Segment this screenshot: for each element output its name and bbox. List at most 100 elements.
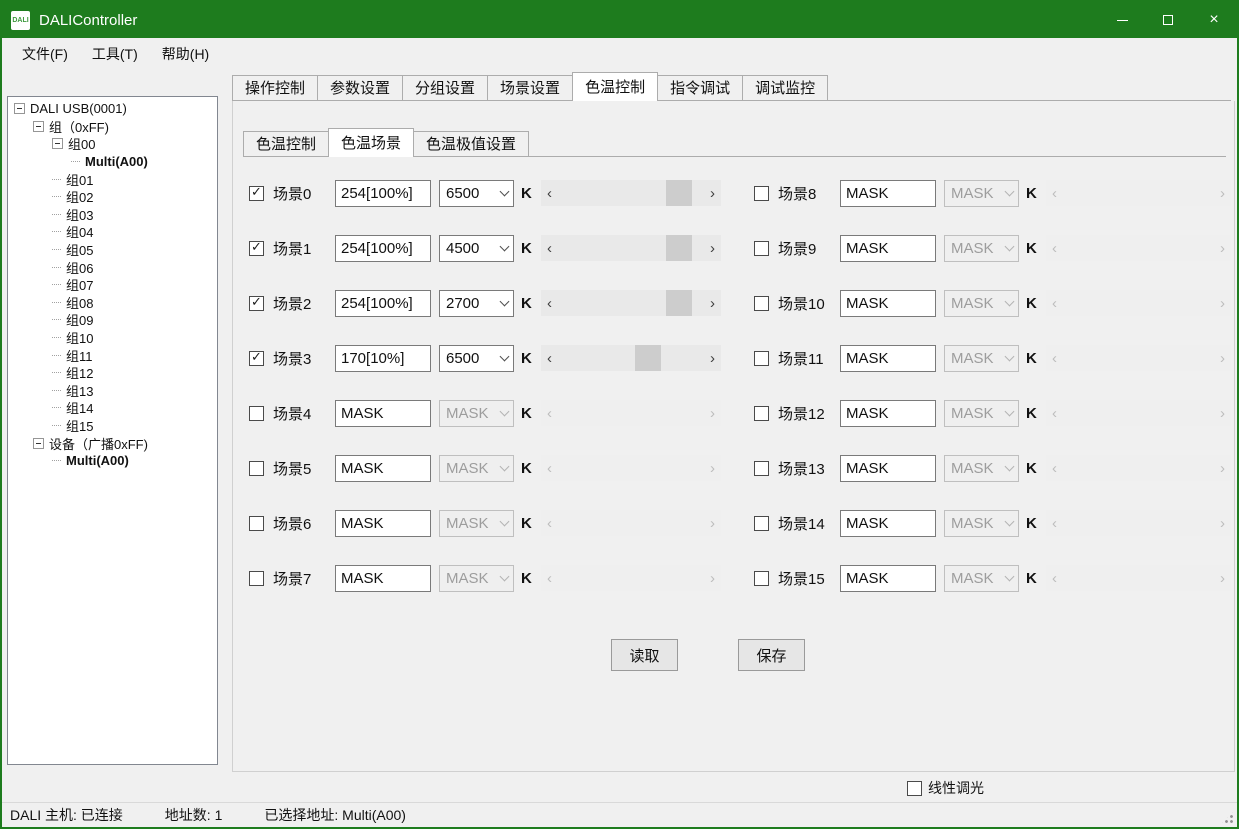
scroll-left-icon[interactable]: ‹ xyxy=(1052,404,1057,422)
subtab-色温极值设置[interactable]: 色温极值设置 xyxy=(413,131,530,156)
scroll-track[interactable] xyxy=(1063,510,1214,536)
tree-item[interactable]: 组（0xFF) xyxy=(8,118,217,136)
tab-调试监控[interactable]: 调试监控 xyxy=(742,75,829,100)
menu-item[interactable]: 工具(T) xyxy=(91,46,138,62)
scroll-left-icon[interactable]: ‹ xyxy=(1052,184,1057,202)
scroll-left-icon[interactable]: ‹ xyxy=(547,569,552,587)
scene-level-input[interactable] xyxy=(840,399,936,427)
scene-checkbox[interactable]: ✓ xyxy=(754,295,769,311)
scene-cct-dropdown[interactable]: MASK xyxy=(944,399,1019,427)
tree-item[interactable]: 组10 xyxy=(8,329,217,347)
scene-level-scrollbar[interactable]: ‹ › xyxy=(1046,565,1231,591)
scroll-track[interactable] xyxy=(1063,565,1214,591)
scroll-left-icon[interactable]: ‹ xyxy=(1052,514,1057,532)
collapse-icon[interactable] xyxy=(33,437,44,449)
scene-level-scrollbar[interactable]: ‹ › xyxy=(541,290,721,316)
scene-cct-dropdown[interactable]: 6500 xyxy=(439,344,514,372)
tree-item[interactable]: 组15 xyxy=(8,417,217,435)
scroll-thumb[interactable] xyxy=(666,180,693,206)
scene-level-input[interactable] xyxy=(840,454,936,482)
tree-item[interactable]: 组08 xyxy=(8,294,217,312)
scene-checkbox[interactable]: ✓ xyxy=(249,184,264,201)
scene-checkbox[interactable]: ✓ xyxy=(754,405,769,421)
tree-item[interactable]: 组09 xyxy=(8,311,217,329)
tree-item[interactable]: 组05 xyxy=(8,241,217,259)
close-button[interactable]: × xyxy=(1191,2,1237,38)
scene-level-scrollbar[interactable]: ‹ › xyxy=(541,565,721,591)
scroll-left-icon[interactable]: ‹ xyxy=(547,349,552,367)
scene-level-scrollbar[interactable]: ‹ › xyxy=(541,455,721,481)
scroll-right-icon[interactable]: › xyxy=(1220,349,1225,367)
scene-level-input[interactable] xyxy=(335,564,431,592)
scene-cct-dropdown[interactable]: MASK xyxy=(944,179,1019,207)
minimize-button[interactable] xyxy=(1099,2,1145,38)
scene-checkbox[interactable]: ✓ xyxy=(249,239,264,256)
scene-level-input[interactable] xyxy=(335,289,431,317)
scroll-left-icon[interactable]: ‹ xyxy=(1052,239,1057,257)
scene-level-scrollbar[interactable]: ‹ › xyxy=(1046,400,1231,426)
tree-item[interactable]: 组12 xyxy=(8,364,217,382)
scene-level-scrollbar[interactable]: ‹ › xyxy=(1046,510,1231,536)
scroll-track[interactable] xyxy=(1063,345,1214,371)
scene-level-scrollbar[interactable]: ‹ › xyxy=(541,510,721,536)
tree-item[interactable]: 组00 xyxy=(8,135,217,153)
scroll-right-icon[interactable]: › xyxy=(710,459,715,477)
tab-场景设置[interactable]: 场景设置 xyxy=(487,75,574,100)
scroll-right-icon[interactable]: › xyxy=(1220,569,1225,587)
menu-item[interactable]: 文件(F) xyxy=(22,46,68,62)
scene-checkbox[interactable]: ✓ xyxy=(249,515,264,531)
scene-level-input[interactable] xyxy=(335,234,431,262)
scroll-right-icon[interactable]: › xyxy=(1220,514,1225,532)
scroll-left-icon[interactable]: ‹ xyxy=(1052,569,1057,587)
scroll-left-icon[interactable]: ‹ xyxy=(547,239,552,257)
scroll-track[interactable] xyxy=(558,345,704,371)
tab-指令调试[interactable]: 指令调试 xyxy=(657,75,744,100)
scene-level-scrollbar[interactable]: ‹ › xyxy=(1046,235,1231,261)
scroll-left-icon[interactable]: ‹ xyxy=(547,294,552,312)
scroll-track[interactable] xyxy=(1063,400,1214,426)
tab-分组设置[interactable]: 分组设置 xyxy=(402,75,489,100)
tree-item[interactable]: Multi(A00) xyxy=(8,153,217,171)
scene-cct-dropdown[interactable]: MASK xyxy=(944,564,1019,592)
scroll-track[interactable] xyxy=(558,400,704,426)
scene-level-input[interactable] xyxy=(840,289,936,317)
collapse-icon[interactable] xyxy=(52,138,63,150)
scroll-left-icon[interactable]: ‹ xyxy=(1052,349,1057,367)
scroll-left-icon[interactable]: ‹ xyxy=(1052,459,1057,477)
scroll-right-icon[interactable]: › xyxy=(710,239,715,257)
scroll-right-icon[interactable]: › xyxy=(1220,184,1225,202)
scene-cct-dropdown[interactable]: MASK xyxy=(439,454,514,482)
scroll-right-icon[interactable]: › xyxy=(710,294,715,312)
save-button[interactable]: 保存 xyxy=(738,639,805,671)
scene-checkbox[interactable]: ✓ xyxy=(249,294,264,311)
scroll-thumb[interactable] xyxy=(635,345,662,371)
maximize-button[interactable] xyxy=(1145,2,1191,38)
scroll-right-icon[interactable]: › xyxy=(1220,294,1225,312)
scroll-track[interactable] xyxy=(558,455,704,481)
scroll-track[interactable] xyxy=(558,510,704,536)
tree-item[interactable]: DALI USB(0001) xyxy=(8,100,217,118)
scene-level-input[interactable] xyxy=(335,179,431,207)
scene-level-input[interactable] xyxy=(840,564,936,592)
scroll-left-icon[interactable]: ‹ xyxy=(547,404,552,422)
scroll-right-icon[interactable]: › xyxy=(1220,239,1225,257)
scroll-right-icon[interactable]: › xyxy=(710,404,715,422)
scroll-track[interactable] xyxy=(558,180,704,206)
scene-checkbox[interactable]: ✓ xyxy=(249,460,264,476)
tree-item[interactable]: Multi(A00) xyxy=(8,452,217,470)
scroll-thumb[interactable] xyxy=(666,235,693,261)
scene-checkbox[interactable]: ✓ xyxy=(249,570,264,586)
scene-level-input[interactable] xyxy=(335,344,431,372)
scene-cct-dropdown[interactable]: MASK xyxy=(944,344,1019,372)
scene-checkbox[interactable]: ✓ xyxy=(754,570,769,586)
scene-checkbox[interactable]: ✓ xyxy=(754,515,769,531)
linear-dimming-checkbox[interactable]: ✓ xyxy=(907,780,922,796)
scroll-left-icon[interactable]: ‹ xyxy=(547,514,552,532)
scene-level-scrollbar[interactable]: ‹ › xyxy=(541,400,721,426)
scroll-left-icon[interactable]: ‹ xyxy=(547,459,552,477)
subtab-色温场景[interactable]: 色温场景 xyxy=(328,128,415,157)
scene-level-input[interactable] xyxy=(840,234,936,262)
scene-level-scrollbar[interactable]: ‹ › xyxy=(541,235,721,261)
scroll-track[interactable] xyxy=(558,565,704,591)
scene-level-scrollbar[interactable]: ‹ › xyxy=(541,345,721,371)
